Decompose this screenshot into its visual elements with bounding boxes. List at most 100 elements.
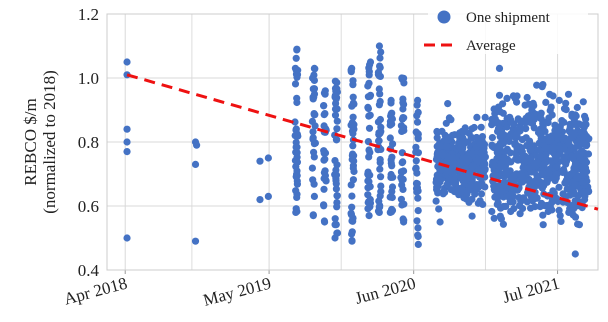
shipment-point xyxy=(530,102,538,110)
shipment-point xyxy=(293,180,301,188)
shipment-point xyxy=(387,99,395,107)
shipment-point xyxy=(320,111,328,119)
shipment-point xyxy=(495,64,504,72)
shipment-point xyxy=(476,140,484,148)
shipment-point xyxy=(400,79,408,87)
shipment-point xyxy=(332,185,340,193)
shipment-point xyxy=(388,193,396,202)
shipment-point xyxy=(579,98,587,106)
shipment-point xyxy=(555,206,563,214)
shipment-point xyxy=(550,144,558,152)
shipment-point xyxy=(399,105,407,113)
shipment-point xyxy=(562,99,570,107)
shipment-point xyxy=(555,183,563,191)
shipment-point xyxy=(581,192,589,200)
shipment-point xyxy=(377,173,385,181)
shipment-point xyxy=(505,137,513,145)
shipment-point xyxy=(310,180,318,188)
shipment-point xyxy=(559,168,567,176)
shipment-point xyxy=(434,188,442,196)
shipment-point xyxy=(321,90,329,98)
shipment-point xyxy=(494,125,503,133)
shipment-point xyxy=(465,198,473,206)
shipment-point xyxy=(539,211,547,219)
shipment-point xyxy=(569,153,577,161)
shipment-point xyxy=(488,134,496,142)
shipment-point xyxy=(459,173,467,181)
shipment-point xyxy=(348,236,356,245)
shipment-point xyxy=(573,174,582,182)
shipment-point xyxy=(388,162,396,170)
shipment-point xyxy=(364,170,372,178)
shipment-point xyxy=(506,149,514,157)
shipment-point xyxy=(468,125,476,133)
shipment-point xyxy=(477,190,486,198)
shipment-point xyxy=(582,115,590,123)
shipment-point xyxy=(333,229,342,237)
legend-box xyxy=(428,4,588,54)
shipment-point xyxy=(292,143,300,151)
shipment-point xyxy=(447,116,455,124)
shipment-point xyxy=(433,153,441,161)
shipment-point xyxy=(533,81,541,89)
shipment-point xyxy=(414,207,422,215)
shipment-point xyxy=(562,160,570,168)
shipment-point xyxy=(349,151,357,160)
shipment-point xyxy=(376,54,384,62)
shipment-point xyxy=(536,152,544,160)
shipment-point xyxy=(539,221,547,229)
shipment-point xyxy=(528,119,537,128)
shipment-point xyxy=(477,123,485,131)
plot-frame xyxy=(106,13,599,271)
shipment-point xyxy=(516,127,524,135)
shipment-point xyxy=(527,146,535,154)
shipment-point xyxy=(479,200,487,208)
shipment-point xyxy=(386,134,394,142)
shipment-point xyxy=(468,212,476,220)
shipment-point xyxy=(481,160,489,168)
shipment-point xyxy=(513,145,521,153)
shipment-point xyxy=(320,156,328,164)
shipment-point xyxy=(348,203,356,211)
shipment-point xyxy=(437,166,445,174)
shipment-point xyxy=(397,168,406,176)
shipment-point xyxy=(500,202,508,211)
shipment-point xyxy=(542,98,550,106)
shipment-point xyxy=(376,156,384,164)
shipment-point xyxy=(473,113,481,121)
shipment-point xyxy=(503,94,511,102)
shipment-point xyxy=(310,140,318,148)
shipment-point xyxy=(556,145,564,153)
shipment-point xyxy=(332,175,340,183)
shipment-point xyxy=(347,121,355,129)
shipment-point xyxy=(376,165,384,173)
shipment-point xyxy=(575,120,583,128)
shipment-point xyxy=(365,124,374,132)
shipment-point xyxy=(522,125,530,133)
shipment-point xyxy=(493,149,501,157)
shipment-point xyxy=(503,123,511,131)
shipment-point xyxy=(517,117,526,125)
x-tick-label: May 2019 xyxy=(201,274,273,310)
shipment-point xyxy=(292,187,300,195)
shipment-point xyxy=(488,121,496,129)
shipment-point xyxy=(571,213,580,221)
y-axis-ticks: 0.4 0.6 0.8 1.0 1.2 xyxy=(78,5,100,280)
shipment-point xyxy=(365,64,373,72)
shipment-point xyxy=(507,118,515,126)
shipment-point xyxy=(292,54,300,62)
shipment-point xyxy=(538,127,546,135)
shipment-point xyxy=(553,125,562,133)
shipment-point xyxy=(308,164,316,172)
shipment-point xyxy=(448,131,457,139)
shipment-point xyxy=(365,146,373,154)
shipment-point xyxy=(433,127,441,136)
shipment-point xyxy=(309,211,317,219)
shipment-point xyxy=(256,157,264,165)
shipment-point xyxy=(413,101,421,109)
legend-label-shipment: One shipment xyxy=(466,10,551,26)
shipment-point xyxy=(540,160,548,168)
shipment-point xyxy=(376,97,384,106)
x-tick-label: Jun 2020 xyxy=(353,274,418,308)
